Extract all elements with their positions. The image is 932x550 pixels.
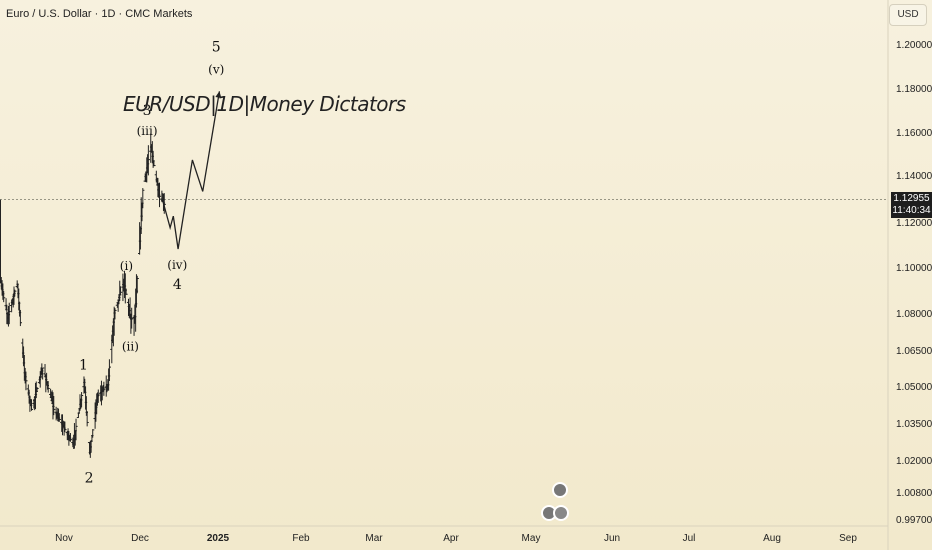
event-marker-icon [552,482,568,498]
ohlc-bar [146,145,150,176]
y-tick-label: 1.06500 [896,346,932,357]
ohlc-bar [7,302,11,325]
ohlc-bar [102,381,106,396]
x-tick-label: Sep [839,533,857,544]
x-tick-label: Nov [55,533,73,544]
ohlc-bar [85,411,89,427]
ohlc-bar [63,421,67,433]
ohlc-bar [79,392,84,408]
wave-label: (iv) [167,258,187,272]
wave-label: (ii) [122,339,139,353]
ohlc-bar [41,367,45,380]
ohlc-bar [24,371,28,391]
y-tick-label: 1.18000 [896,84,932,95]
ohlc-bar [74,418,78,441]
y-tick-label: 1.10000 [896,263,932,274]
ohlc-bar [52,395,56,416]
y-tick-label: 1.08000 [896,309,932,320]
current-price-countdown: 11:40:34 [892,205,931,216]
chart-watermark: EUR/USD|1D|Money Dictators [123,92,406,116]
y-tick-label: 1.14000 [896,171,932,182]
y-tick-label: 1.00800 [896,488,932,499]
ohlc-bar [157,182,162,208]
x-tick-label: Dec [131,533,149,544]
x-tick-label: Aug [763,533,781,544]
ohlc-bar [162,193,166,214]
wave-label: 2 [85,471,94,487]
ohlc-bar [0,199,3,284]
y-tick-label: 1.05000 [896,382,932,393]
y-tick-label: 1.20000 [896,40,932,51]
ohlc-bar [152,160,156,167]
projection-arrowhead [215,91,222,99]
ohlc-bar [91,429,95,438]
ohlc-bar [141,188,145,209]
ohlc-bar [107,359,112,382]
ohlc-bar [57,413,61,422]
y-tick-label: 0.99700 [896,515,932,526]
ohlc-bar [113,308,117,320]
x-tick-label: Mar [365,533,383,544]
wave-label: (v) [208,62,224,76]
ohlc-bar [46,381,50,393]
ohlc-bar [130,307,134,329]
wave-label: (iii) [137,124,158,138]
x-tick-label: May [522,533,541,544]
current-price-value: 1.12955 [893,193,930,204]
ohlc-bar [96,389,100,403]
ohlc-bar [35,387,39,392]
ohlc-bar [68,433,73,442]
wave-label: 5 [212,39,221,55]
ohlc-bar [13,289,17,297]
y-tick-label: 1.02000 [896,456,932,467]
wave-label: 3 [143,103,152,119]
x-tick-label: Jul [683,533,696,544]
ohlc-bar [118,286,123,296]
wave-label: 4 [173,277,182,293]
ohlc-bar [29,399,34,411]
current-price-tag: 1.12955 11:40:34 [891,192,932,218]
ohlc-bar [135,275,139,294]
y-tick-label: 1.16000 [896,128,932,139]
wave-label: (i) [120,259,133,273]
x-tick-label: Apr [443,533,459,544]
x-tick-label: Jun [604,533,620,544]
chart-header-title: Euro / U.S. Dollar · 1D · CMC Markets [6,8,193,20]
ohlc-bar [124,288,128,295]
y-tick-label: 1.03500 [896,419,932,430]
ohlc-bar [2,291,6,303]
wave-label: 1 [79,358,88,374]
x-tick-label: Feb [292,533,310,544]
event-marker-icon [553,505,569,521]
currency-button[interactable]: USD [889,4,927,26]
y-tick-label: 1.12000 [896,218,932,229]
x-tick-label: 2025 [207,533,230,544]
projection-path [163,91,221,250]
ohlc-bar [18,309,22,327]
